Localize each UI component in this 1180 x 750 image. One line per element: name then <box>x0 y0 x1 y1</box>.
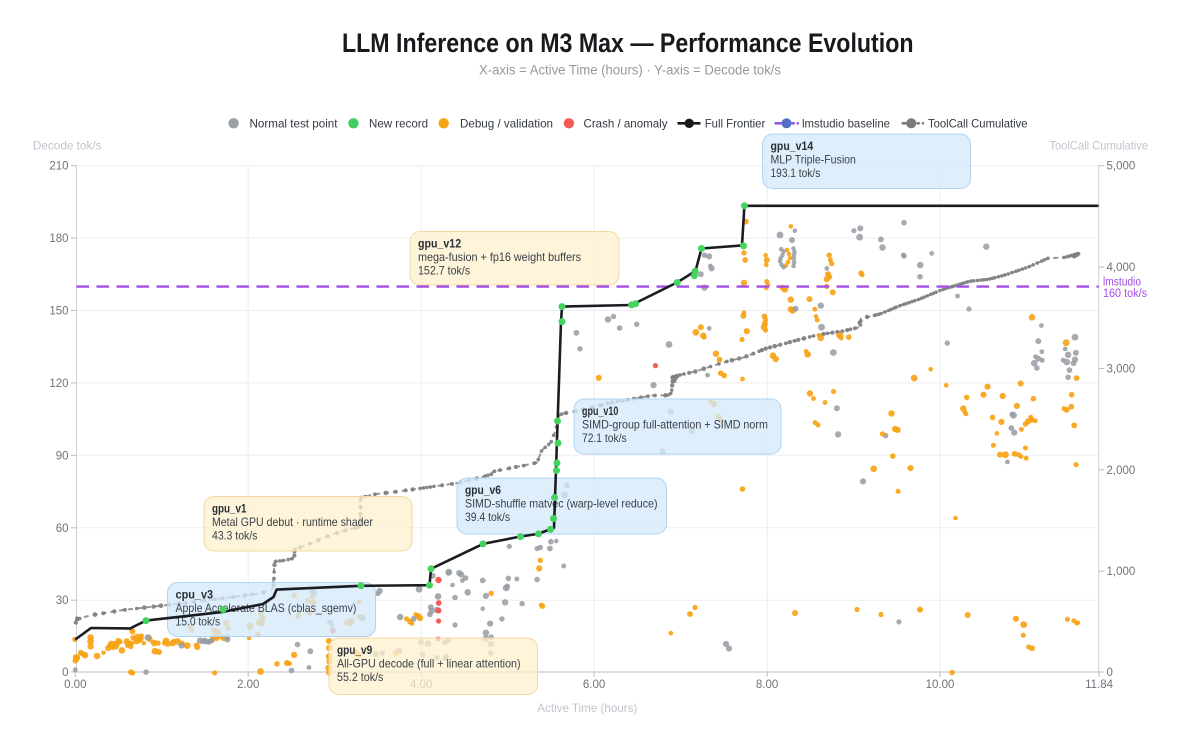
svg-text:180: 180 <box>49 233 68 245</box>
svg-text:lmstudio baseline: lmstudio baseline <box>802 117 890 131</box>
svg-text:30: 30 <box>56 595 69 607</box>
svg-text:120: 120 <box>49 378 68 390</box>
svg-text:Crash / anomaly: Crash / anomaly <box>584 117 668 131</box>
svg-text:New record: New record <box>369 117 428 131</box>
svg-text:MLP Triple-Fusion: MLP Triple-Fusion <box>771 153 856 167</box>
svg-text:ToolCall Cumulative: ToolCall Cumulative <box>928 117 1028 131</box>
svg-text:Debug / validation: Debug / validation <box>460 117 553 131</box>
svg-text:210: 210 <box>49 161 68 173</box>
svg-text:gpu_v10: gpu_v10 <box>582 404 619 418</box>
svg-text:0: 0 <box>62 667 68 679</box>
svg-text:All-GPU decode (full + linear: All-GPU decode (full + linear attention) <box>337 657 521 671</box>
svg-text:0: 0 <box>1107 667 1113 679</box>
svg-text:160 tok/s: 160 tok/s <box>1103 288 1147 300</box>
svg-text:X-axis = Active Time (hours) ·: X-axis = Active Time (hours) · Y-axis = … <box>479 63 781 78</box>
svg-text:43.3 tok/s: 43.3 tok/s <box>212 529 257 543</box>
svg-text:Full Frontier: Full Frontier <box>705 117 766 131</box>
svg-text:152.7 tok/s: 152.7 tok/s <box>418 264 470 278</box>
svg-text:mega-fusion + fp16 weight buff: mega-fusion + fp16 weight buffers <box>418 250 581 264</box>
svg-text:6.00: 6.00 <box>583 679 605 691</box>
svg-text:Normal test point: Normal test point <box>250 117 339 131</box>
svg-text:72.1 tok/s: 72.1 tok/s <box>582 431 627 445</box>
svg-text:SIMD-group full-attention + SI: SIMD-group full-attention + SIMD norm <box>582 418 768 432</box>
svg-text:SIMD-shuffle matvec (warp-leve: SIMD-shuffle matvec (warp-level reduce) <box>465 497 658 511</box>
svg-text:5,000: 5,000 <box>1107 161 1136 173</box>
svg-text:0.00: 0.00 <box>64 679 86 691</box>
svg-text:3,000: 3,000 <box>1107 364 1136 376</box>
svg-text:LLM Inference on M3 Max — Perf: LLM Inference on M3 Max — Performance Ev… <box>342 28 914 58</box>
svg-text:11.84: 11.84 <box>1085 679 1114 691</box>
svg-text:8.00: 8.00 <box>756 679 778 691</box>
svg-text:gpu_v6: gpu_v6 <box>465 483 501 497</box>
svg-text:Active Time (hours): Active Time (hours) <box>537 701 637 715</box>
svg-text:150: 150 <box>49 306 68 318</box>
svg-text:1,000: 1,000 <box>1107 566 1136 578</box>
svg-text:gpu_v12: gpu_v12 <box>418 237 461 251</box>
svg-text:gpu_v9: gpu_v9 <box>337 643 372 657</box>
svg-text:lmstudio: lmstudio <box>1103 277 1141 289</box>
svg-text:Metal GPU debut · runtime shad: Metal GPU debut · runtime shader <box>212 515 373 529</box>
svg-text:60: 60 <box>56 523 69 535</box>
svg-text:90: 90 <box>56 450 69 462</box>
svg-text:55.2 tok/s: 55.2 tok/s <box>337 670 383 684</box>
svg-text:193.1 tok/s: 193.1 tok/s <box>771 166 821 180</box>
svg-text:39.4 tok/s: 39.4 tok/s <box>465 510 510 524</box>
svg-text:15.0 tok/s: 15.0 tok/s <box>176 615 221 629</box>
svg-text:cpu_v3: cpu_v3 <box>176 588 214 602</box>
svg-text:2,000: 2,000 <box>1107 465 1136 477</box>
svg-text:4,000: 4,000 <box>1107 262 1136 274</box>
svg-text:ToolCall Cumulative: ToolCall Cumulative <box>1049 139 1148 153</box>
svg-text:Decode tok/s: Decode tok/s <box>33 139 102 153</box>
svg-text:10.00: 10.00 <box>926 679 955 691</box>
svg-text:2.00: 2.00 <box>237 679 259 691</box>
svg-text:gpu_v14: gpu_v14 <box>771 139 814 153</box>
svg-text:gpu_v1: gpu_v1 <box>212 502 247 516</box>
